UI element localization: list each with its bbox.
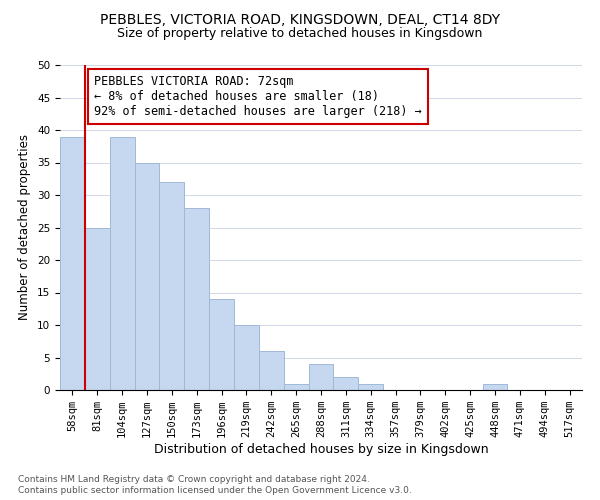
Bar [209, 299, 234, 390]
Bar [184, 208, 209, 390]
Text: Contains HM Land Registry data © Crown copyright and database right 2024.: Contains HM Land Registry data © Crown c… [18, 475, 370, 484]
Text: Size of property relative to detached houses in Kingsdown: Size of property relative to detached ho… [118, 28, 482, 40]
Bar [134, 162, 160, 390]
Bar [308, 364, 334, 390]
Bar [110, 136, 134, 390]
Bar [358, 384, 383, 390]
Bar [160, 182, 184, 390]
Bar [259, 351, 284, 390]
Text: Contains public sector information licensed under the Open Government Licence v3: Contains public sector information licen… [18, 486, 412, 495]
Bar [482, 384, 508, 390]
Bar [85, 228, 110, 390]
Bar [234, 325, 259, 390]
Text: PEBBLES, VICTORIA ROAD, KINGSDOWN, DEAL, CT14 8DY: PEBBLES, VICTORIA ROAD, KINGSDOWN, DEAL,… [100, 12, 500, 26]
X-axis label: Distribution of detached houses by size in Kingsdown: Distribution of detached houses by size … [154, 443, 488, 456]
Bar [334, 377, 358, 390]
Text: PEBBLES VICTORIA ROAD: 72sqm
← 8% of detached houses are smaller (18)
92% of sem: PEBBLES VICTORIA ROAD: 72sqm ← 8% of det… [94, 74, 422, 118]
Bar [60, 136, 85, 390]
Y-axis label: Number of detached properties: Number of detached properties [19, 134, 31, 320]
Bar [284, 384, 308, 390]
